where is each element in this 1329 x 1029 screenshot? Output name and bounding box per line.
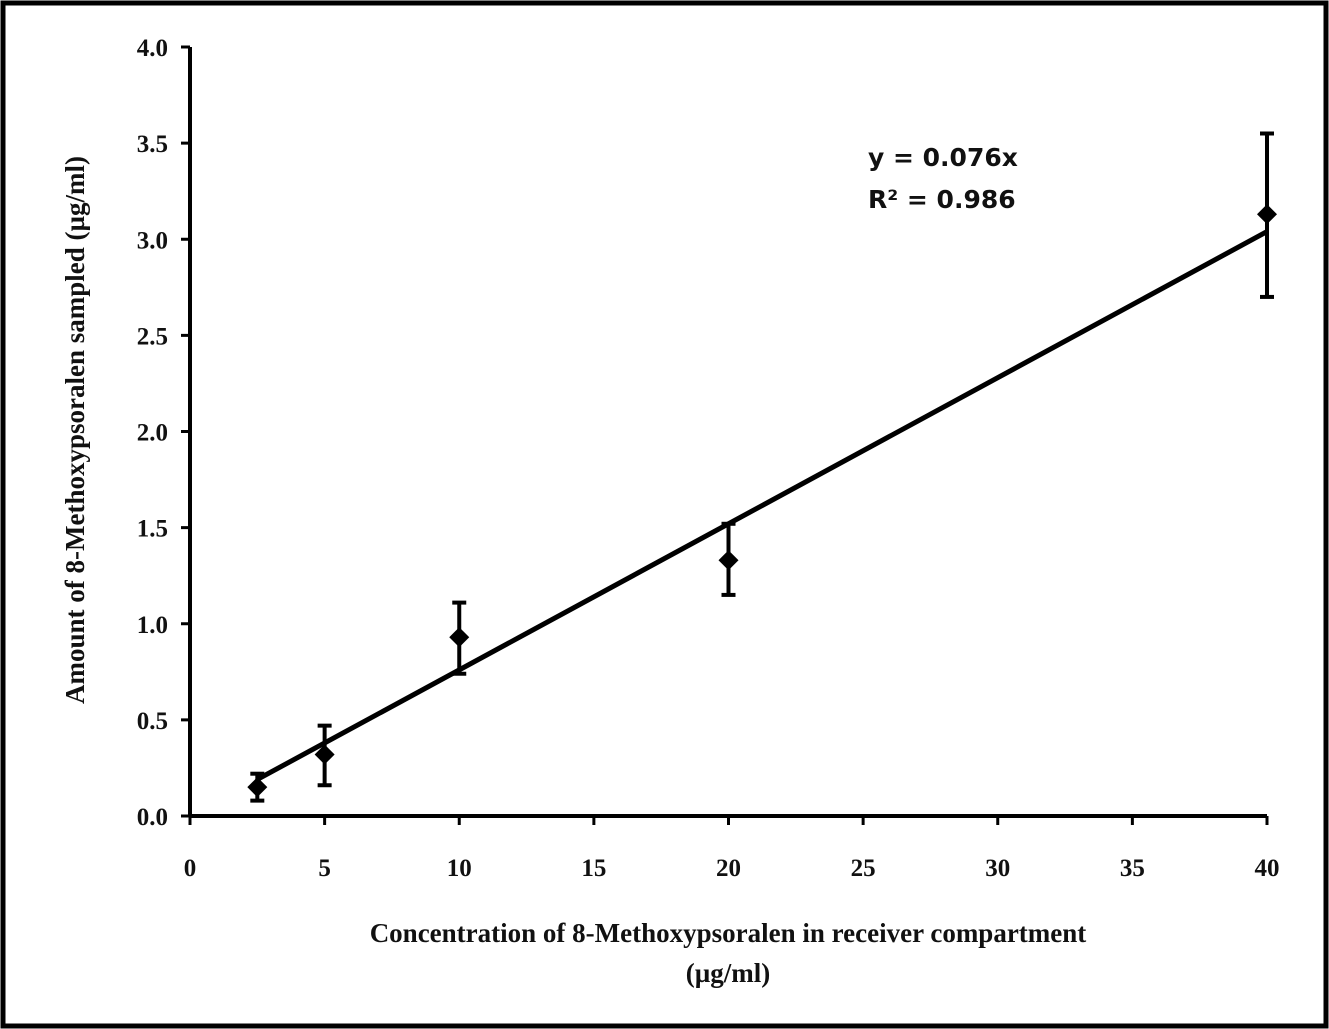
points-layer [247,131,1277,803]
y-tick-label: 1.0 [137,612,168,639]
y-tick-label: 3.5 [137,131,168,158]
y-tick-label: 2.0 [137,420,168,447]
y-tick-label: 3.0 [137,227,168,254]
x-tick-label: 10 [447,855,472,882]
equation-label: y = 0.076x [868,143,1018,172]
data-point-diamond [314,744,335,765]
x-axis-title-unit: (µg/ml) [686,958,771,988]
x-tick-label: 5 [318,855,331,882]
r-squared-label: R² = 0.986 [868,185,1016,214]
trendline-layer [256,229,1269,782]
x-tick-label: 20 [716,855,741,882]
y-axis-title: Amount of 8-Methoxypsoralen sampled (µg/… [60,156,90,704]
data-point-diamond [449,627,470,648]
x-tick-label: 15 [581,855,606,882]
y-tick-label: 0.0 [137,804,168,831]
y-tick-label: 2.5 [137,323,168,350]
x-tick-label: 25 [851,855,876,882]
x-tick-label: 35 [1120,855,1145,882]
x-tick-label: 0 [184,855,197,882]
y-tick-label: 4.0 [137,35,168,62]
axes-layer: 0.0 0.5 1.0 1.5 2.0 2.5 3.0 3.5 4.0 0 5 10 15 20 25 30 3… [137,35,1280,882]
x-axis-title: Concentration of 8-Methoxypsoralen in re… [370,918,1087,948]
x-tick-label: 30 [985,855,1010,882]
trendline [256,229,1269,782]
x-tick-label: 40 [1255,855,1280,882]
y-tick-label: 1.5 [137,516,168,543]
data-point-diamond [718,550,739,571]
data-point-diamond [1257,204,1277,225]
y-tick-label: 0.5 [137,708,168,735]
data-point-diamond [247,777,268,798]
